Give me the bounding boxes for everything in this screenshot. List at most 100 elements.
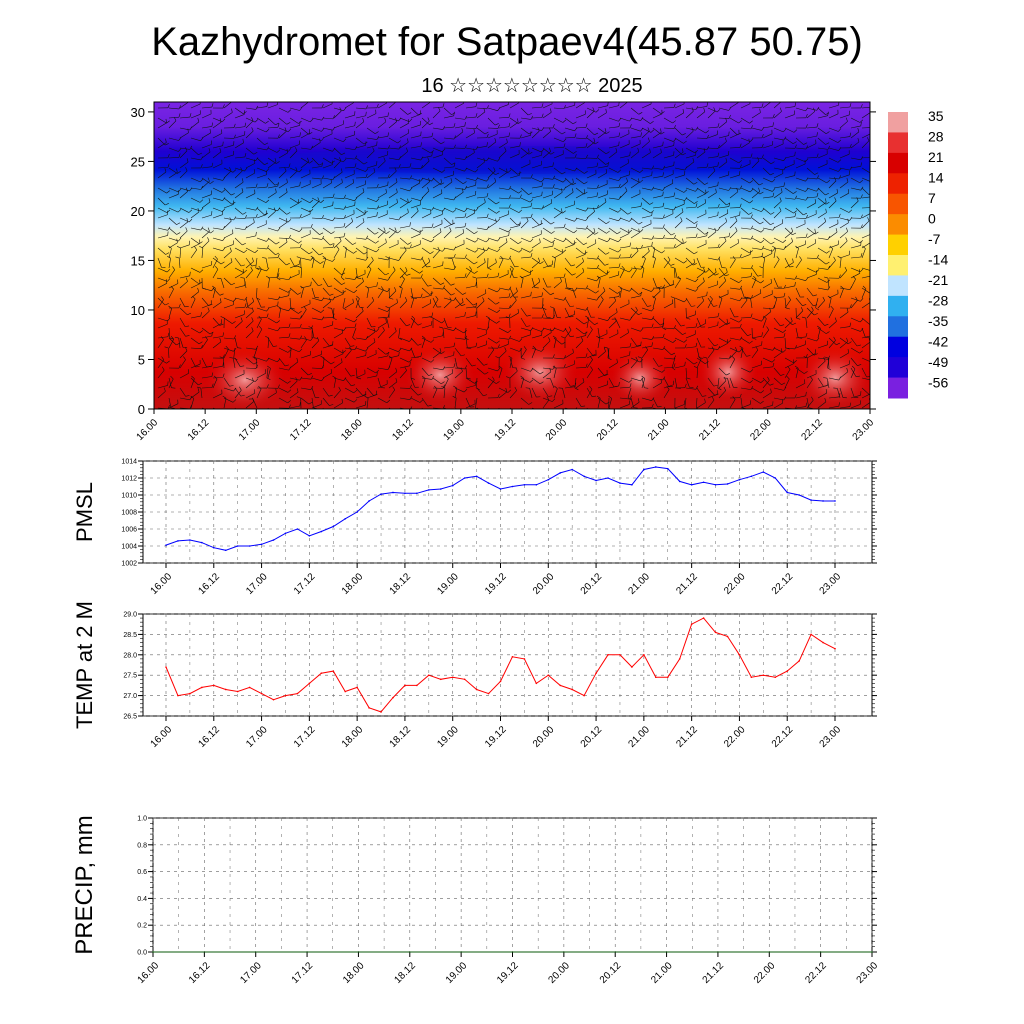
pmsl-y-tick-label: 1014 — [121, 459, 137, 466]
wind-barb-flag — [308, 98, 309, 102]
wind-barb-flag — [705, 361, 709, 364]
colorbar-swatch — [888, 234, 908, 256]
wind-barb-flag — [770, 388, 772, 393]
pmsl-point — [165, 544, 167, 546]
wind-barb — [311, 247, 320, 256]
wind-barb — [454, 207, 465, 212]
wind-barb — [641, 307, 652, 312]
wind-barb-flag — [617, 249, 622, 253]
wind-barb — [542, 151, 551, 159]
wind-barb-flag — [794, 394, 797, 399]
wind-barb-flag — [596, 395, 601, 399]
wind-barb — [223, 297, 234, 302]
wind-barb-flag — [787, 366, 791, 370]
wind-barb — [267, 297, 278, 301]
wind-barb — [388, 347, 399, 352]
wind-barb-flag — [872, 332, 873, 336]
wind-barb-flag — [651, 241, 653, 246]
wind-barb-flag — [629, 218, 633, 222]
wind-barb — [520, 307, 528, 317]
wind-barb — [366, 215, 377, 219]
wind-barb-flag — [363, 161, 368, 165]
wind-barb — [475, 377, 478, 388]
wind-barb-flag — [211, 122, 214, 127]
precip-y-tick-label: 0.0 — [137, 950, 147, 957]
wind-barb-flag — [167, 103, 170, 108]
wind-barb — [717, 377, 720, 388]
wind-barb-flag — [593, 137, 596, 142]
wind-barb-flag — [178, 148, 182, 152]
wind-barb-flag — [683, 140, 687, 144]
wind-barb — [267, 305, 278, 309]
wind-barb-flag — [308, 129, 311, 134]
pmsl-point — [344, 518, 346, 520]
wind-barb-flag — [616, 358, 618, 363]
wind-barb — [850, 200, 859, 209]
wind-barb-flag — [189, 271, 191, 276]
wind-barb-flag — [836, 342, 841, 346]
wind-barb-flag — [229, 385, 234, 387]
wind-barb-flag — [519, 410, 522, 413]
wind-barb — [641, 223, 652, 229]
wind-barb-flag — [354, 163, 357, 168]
pmsl-y-tick-label: 1002 — [121, 561, 137, 568]
wind-barb-flag — [639, 179, 644, 183]
wind-barb-flag — [214, 375, 218, 380]
wind-barb — [531, 261, 540, 269]
wind-barb — [311, 227, 320, 235]
wind-barb-flag — [770, 98, 771, 102]
pmsl-point — [320, 530, 323, 533]
wind-barb — [575, 247, 585, 255]
wind-barb — [399, 197, 409, 204]
wind-barb — [839, 231, 848, 239]
wind-barb-flag — [453, 246, 457, 251]
wind-barb — [806, 143, 817, 149]
pmsl-x-tick-label: 22.12 — [770, 571, 796, 597]
wind-barb — [806, 167, 815, 175]
wind-barb — [564, 137, 575, 139]
wind-barb — [707, 399, 715, 409]
wind-barb — [531, 242, 541, 249]
wind-barb — [762, 217, 771, 226]
wind-barb-flag — [258, 315, 262, 320]
wind-barb — [179, 387, 186, 397]
wind-barb-flag — [727, 339, 732, 343]
wind-barb — [751, 187, 761, 195]
wind-barb-flag — [442, 103, 445, 108]
wind-barb — [575, 114, 586, 119]
wind-barb-flag — [550, 199, 553, 204]
wind-barb — [773, 143, 784, 149]
pmsl-point — [547, 478, 550, 481]
wind-barb-flag — [670, 284, 675, 287]
wind-barb — [398, 327, 401, 338]
colorbar-swatch — [888, 316, 908, 338]
wind-barb — [234, 134, 245, 139]
wind-barb — [443, 287, 452, 296]
wind-barb-flag — [593, 207, 595, 212]
wind-barb-flag — [464, 185, 468, 190]
wind-barb — [817, 328, 821, 339]
wind-barb — [333, 287, 343, 294]
wind-barb — [762, 347, 773, 351]
wind-barb — [256, 127, 267, 133]
wind-barb-flag — [208, 198, 211, 203]
wind-barb-flag — [739, 203, 742, 208]
wind-barb-flag — [508, 122, 511, 127]
wind-barb — [553, 146, 564, 149]
wind-barb-flag — [546, 396, 550, 401]
wind-barb — [289, 337, 300, 340]
wind-barb-flag — [859, 119, 864, 123]
wind-barb — [674, 404, 685, 409]
wind-barb-flag — [596, 184, 599, 189]
wind-barb — [520, 220, 529, 229]
wind-barb-flag — [805, 402, 808, 407]
wind-barb-flag — [320, 355, 325, 359]
wind-barb — [828, 321, 837, 329]
wind-barb — [443, 297, 454, 301]
wind-barb — [663, 196, 674, 199]
wind-barb-flag — [264, 369, 267, 374]
wind-barb-flag — [781, 399, 784, 404]
wind-barb — [663, 337, 673, 343]
wind-barb — [641, 349, 648, 359]
wind-barb — [454, 337, 465, 340]
